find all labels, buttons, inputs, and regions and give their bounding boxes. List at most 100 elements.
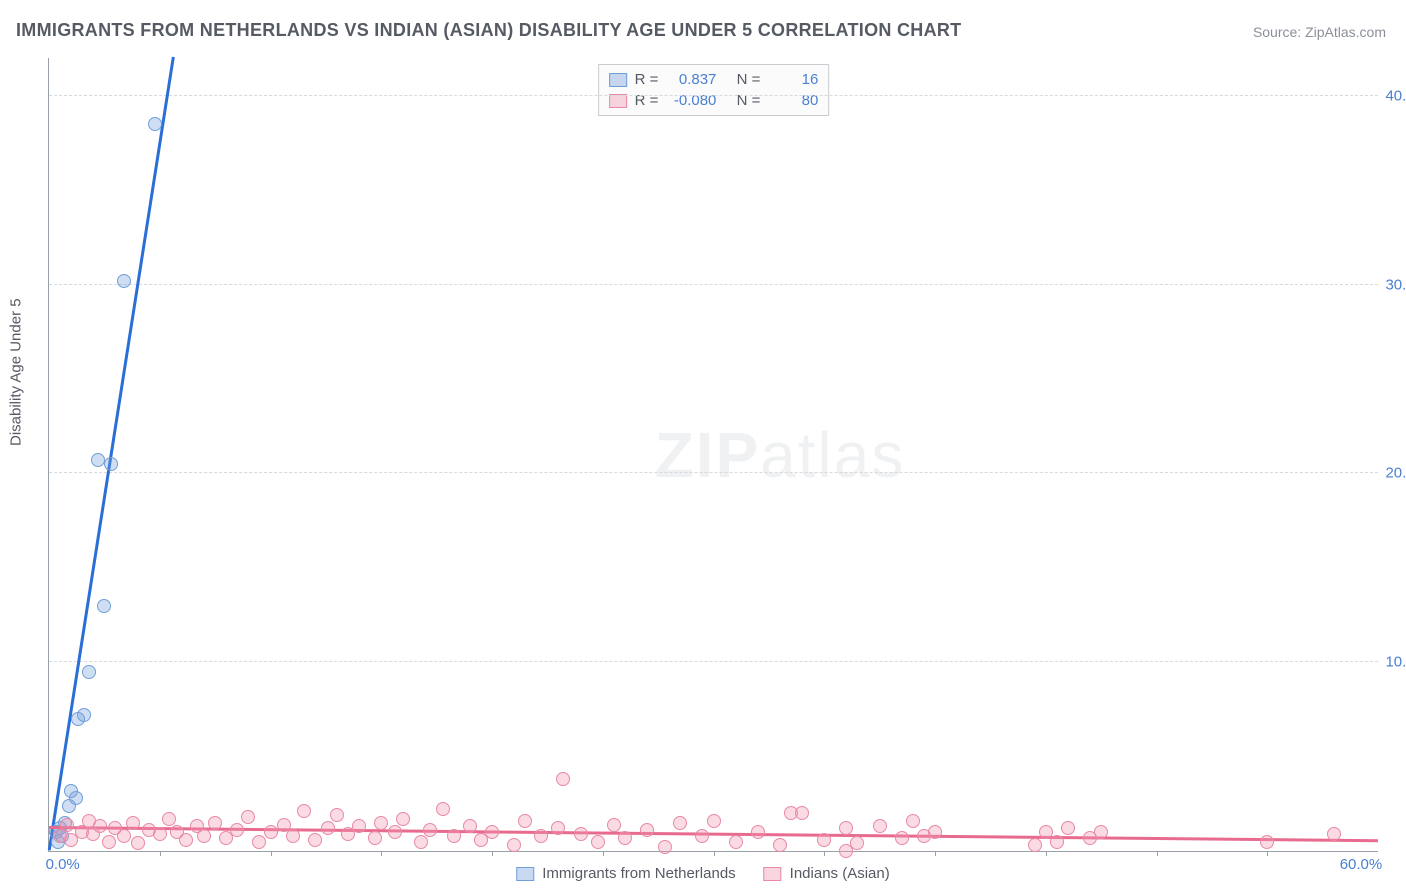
data-point bbox=[148, 117, 162, 131]
x-tick-label: 60.0% bbox=[1340, 856, 1383, 873]
data-point bbox=[423, 823, 437, 837]
x-minor-tick bbox=[1157, 851, 1158, 856]
data-point bbox=[1061, 821, 1075, 835]
gridline bbox=[49, 661, 1378, 662]
data-point bbox=[729, 835, 743, 849]
gridline bbox=[49, 472, 1378, 473]
data-point bbox=[817, 833, 831, 847]
data-point bbox=[447, 829, 461, 843]
legend-label: Immigrants from Netherlands bbox=[542, 865, 735, 882]
data-point bbox=[1327, 827, 1341, 841]
y-tick-label: 10.0% bbox=[1382, 654, 1406, 671]
x-minor-tick bbox=[492, 851, 493, 856]
chart-plot-area: ZIPatlas R = 0.837 N = 16 R = -0.080 N =… bbox=[48, 58, 1378, 852]
data-point bbox=[64, 784, 78, 798]
data-point bbox=[368, 831, 382, 845]
chart-title: IMMIGRANTS FROM NETHERLANDS VS INDIAN (A… bbox=[16, 20, 961, 41]
data-point bbox=[507, 838, 521, 852]
data-point bbox=[330, 808, 344, 822]
swatch-blue bbox=[609, 73, 627, 87]
data-point bbox=[321, 821, 335, 835]
y-tick-label: 40.0% bbox=[1382, 87, 1406, 104]
data-point bbox=[264, 825, 278, 839]
x-minor-tick bbox=[935, 851, 936, 856]
watermark-rest: atlas bbox=[760, 419, 905, 491]
data-point bbox=[286, 829, 300, 843]
data-point bbox=[297, 804, 311, 818]
data-point bbox=[1028, 838, 1042, 852]
data-point bbox=[97, 599, 111, 613]
x-minor-tick bbox=[714, 851, 715, 856]
data-point bbox=[208, 816, 222, 830]
data-point bbox=[895, 831, 909, 845]
y-tick-label: 30.0% bbox=[1382, 276, 1406, 293]
data-point bbox=[77, 708, 91, 722]
data-point bbox=[773, 838, 787, 852]
data-point bbox=[839, 821, 853, 835]
data-point bbox=[374, 816, 388, 830]
legend-row-pink: R = -0.080 N = 80 bbox=[609, 90, 819, 111]
data-point bbox=[839, 844, 853, 858]
data-point bbox=[414, 835, 428, 849]
data-point bbox=[928, 825, 942, 839]
data-point bbox=[104, 457, 118, 471]
legend-correlation: R = 0.837 N = 16 R = -0.080 N = 80 bbox=[598, 64, 830, 116]
trend-line bbox=[49, 826, 1378, 842]
data-point bbox=[436, 802, 450, 816]
data-point bbox=[153, 827, 167, 841]
data-point bbox=[1094, 825, 1108, 839]
gridline bbox=[49, 95, 1378, 96]
data-point bbox=[60, 818, 74, 832]
x-minor-tick bbox=[1267, 851, 1268, 856]
data-point bbox=[574, 827, 588, 841]
x-minor-tick bbox=[381, 851, 382, 856]
data-point bbox=[396, 812, 410, 826]
data-point bbox=[607, 818, 621, 832]
y-axis-label: Disability Age Under 5 bbox=[8, 298, 25, 446]
data-point bbox=[485, 825, 499, 839]
data-point bbox=[463, 819, 477, 833]
y-tick-label: 20.0% bbox=[1382, 465, 1406, 482]
legend-row-blue: R = 0.837 N = 16 bbox=[609, 69, 819, 90]
n-label: N = bbox=[737, 71, 761, 88]
data-point bbox=[117, 829, 131, 843]
data-point bbox=[179, 833, 193, 847]
data-point bbox=[591, 835, 605, 849]
data-point bbox=[102, 835, 116, 849]
n-value: 16 bbox=[768, 71, 818, 88]
legend-label: Indians (Asian) bbox=[790, 865, 890, 882]
r-label: R = bbox=[635, 71, 659, 88]
watermark: ZIPatlas bbox=[655, 418, 906, 492]
data-point bbox=[551, 821, 565, 835]
data-point bbox=[241, 810, 255, 824]
data-point bbox=[695, 829, 709, 843]
data-point bbox=[518, 814, 532, 828]
x-minor-tick bbox=[271, 851, 272, 856]
data-point bbox=[873, 819, 887, 833]
data-point bbox=[162, 812, 176, 826]
data-point bbox=[352, 819, 366, 833]
data-point bbox=[707, 814, 721, 828]
data-point bbox=[93, 819, 107, 833]
data-point bbox=[82, 665, 96, 679]
legend-item-pink: Indians (Asian) bbox=[764, 865, 890, 882]
data-point bbox=[795, 806, 809, 820]
data-point bbox=[906, 814, 920, 828]
data-point bbox=[556, 772, 570, 786]
data-point bbox=[126, 816, 140, 830]
x-minor-tick bbox=[824, 851, 825, 856]
x-minor-tick bbox=[603, 851, 604, 856]
watermark-bold: ZIP bbox=[655, 419, 761, 491]
data-point bbox=[197, 829, 211, 843]
data-point bbox=[308, 833, 322, 847]
data-point bbox=[673, 816, 687, 830]
trend-line bbox=[48, 57, 175, 850]
source-attribution: Source: ZipAtlas.com bbox=[1253, 24, 1386, 40]
legend-item-blue: Immigrants from Netherlands bbox=[516, 865, 735, 882]
data-point bbox=[751, 825, 765, 839]
data-point bbox=[117, 274, 131, 288]
data-point bbox=[658, 840, 672, 854]
swatch-pink bbox=[764, 867, 782, 881]
data-point bbox=[534, 829, 548, 843]
legend-series: Immigrants from Netherlands Indians (Asi… bbox=[516, 865, 889, 882]
